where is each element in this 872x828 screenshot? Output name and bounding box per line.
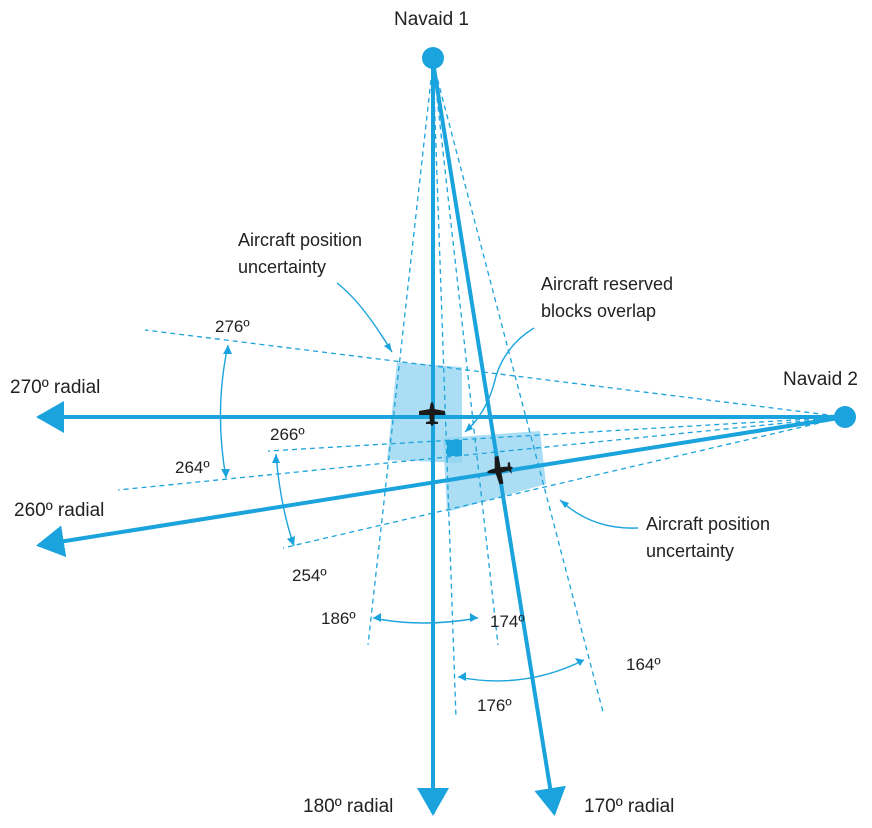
- radial-260-label: 260º radial: [14, 500, 105, 521]
- uncertainty-2-line2: uncertainty: [646, 540, 735, 561]
- radial-164-dashed: [432, 61, 604, 713]
- navaid-1-marker: [422, 47, 444, 69]
- navaid-2-label: Navaid 2: [783, 369, 858, 390]
- angle-254-label: 254º: [292, 566, 327, 585]
- radial-170-label: 170º radial: [584, 796, 675, 817]
- radial-174-dashed: [432, 61, 499, 646]
- navaid-2-dashed-bounds: [117, 329, 846, 549]
- angle-174-label: 174º: [490, 612, 525, 631]
- angle-264-label: 264º: [175, 458, 210, 477]
- arc-arrowheads: [221, 345, 584, 681]
- navaid-1-label: Navaid 1: [394, 9, 469, 30]
- radial-186-dashed: [367, 61, 434, 646]
- leader-uncertainty-2: [559, 499, 639, 529]
- arc-266-254: [275, 453, 295, 547]
- angle-266-label: 266º: [270, 425, 305, 444]
- angle-176-label: 176º: [477, 696, 512, 715]
- uncertainty-2-annotation: Aircraft position uncertainty: [646, 513, 770, 562]
- navaid-2-marker: [834, 406, 856, 428]
- radial-170-line: [431, 60, 566, 816]
- radial-260-line: [36, 415, 847, 558]
- reserved-blocks-overlap: [447, 440, 462, 456]
- aircraft-1-icon: [419, 402, 445, 426]
- leader-arrowheads: [384, 343, 569, 508]
- aircraft-2-icon: [487, 456, 513, 485]
- uncertainty-1-line2: uncertainty: [238, 256, 327, 277]
- radial-276-dashed: [144, 329, 846, 418]
- angle-276-label: 276º: [215, 317, 250, 336]
- radial-264-dashed: [117, 416, 846, 491]
- overlap-line2: blocks overlap: [541, 300, 657, 321]
- angle-164-label: 164º: [626, 655, 661, 674]
- leader-uncertainty-1: [336, 282, 393, 353]
- radial-176-dashed: [432, 61, 457, 719]
- overlap-annotation: Aircraft reserved blocks overlap: [541, 273, 673, 322]
- navaid-1-dashed-bounds: [367, 61, 604, 719]
- angle-186-label: 186º: [321, 609, 356, 628]
- main-radials: [36, 60, 847, 816]
- uncertainty-1-line1: Aircraft position: [238, 230, 363, 250]
- uncertainty-2-line1: Aircraft position: [646, 514, 771, 534]
- arc-186-174: [372, 617, 479, 624]
- radial-254-dashed: [282, 416, 846, 549]
- arc-276-264: [219, 344, 229, 479]
- radial-266-dashed: [267, 416, 846, 452]
- uncertainty-1-annotation: Aircraft position uncertainty: [238, 229, 362, 278]
- radial-180-label: 180º radial: [303, 796, 394, 817]
- overlap-line1: Aircraft reserved: [541, 274, 674, 294]
- radial-270-label: 270º radial: [10, 377, 101, 398]
- arc-176-164: [457, 659, 585, 682]
- leader-overlap: [464, 327, 535, 433]
